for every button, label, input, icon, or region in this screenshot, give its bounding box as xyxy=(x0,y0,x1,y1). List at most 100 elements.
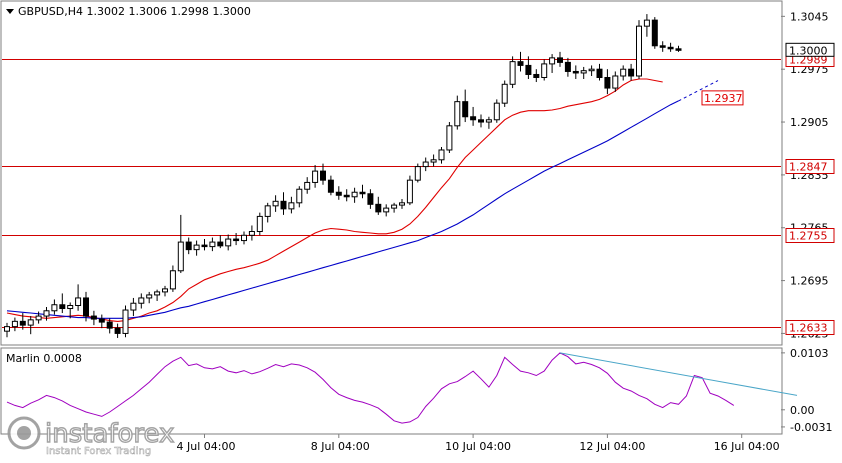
candle-body xyxy=(257,216,262,231)
candle-body xyxy=(589,69,594,71)
time-tick-label: 16 Jul 04:00 xyxy=(714,440,780,453)
candle-body xyxy=(423,162,428,167)
candle-body xyxy=(44,311,49,316)
candle-body xyxy=(52,305,57,311)
candle-body xyxy=(147,295,152,298)
candle-body xyxy=(84,298,89,316)
candle-body xyxy=(115,328,120,333)
candle-body xyxy=(526,65,531,74)
candle-body xyxy=(415,167,420,181)
candle-body xyxy=(621,69,626,76)
level-price-label: 1.2755 xyxy=(789,230,828,243)
candle-body xyxy=(676,49,681,51)
time-tick-label: 4 Jul 04:00 xyxy=(177,440,236,453)
price-tick-label: 1.2905 xyxy=(790,116,829,129)
candle-body xyxy=(305,182,310,189)
candle-body xyxy=(384,208,389,212)
candle-body xyxy=(613,76,618,88)
candle-body xyxy=(60,305,65,309)
candle-body xyxy=(265,206,270,217)
candle-body xyxy=(455,102,460,126)
candle-body xyxy=(336,192,341,195)
candle-body xyxy=(518,62,523,66)
candle-body xyxy=(431,160,436,162)
candle-body xyxy=(234,239,239,241)
candle-body xyxy=(652,20,657,46)
price-tick-label: 1.2695 xyxy=(790,275,829,288)
candle-body xyxy=(249,232,254,236)
indicator-tick-label: -0.0031 xyxy=(790,421,832,434)
level-price-label: 1.2633 xyxy=(789,322,828,335)
candle-body xyxy=(565,62,570,71)
candle-body xyxy=(392,205,397,208)
candle-body xyxy=(360,192,365,194)
candle-body xyxy=(28,320,33,325)
candle-body xyxy=(20,321,25,325)
candle-body xyxy=(328,180,333,192)
candle-body xyxy=(155,292,160,295)
candle-body xyxy=(242,235,247,240)
brand-tagline: Instant Forex Trading xyxy=(46,446,151,457)
time-tick-label: 10 Jul 04:00 xyxy=(445,440,511,453)
candle-body xyxy=(463,102,468,117)
candle-body xyxy=(131,303,136,310)
indicator-tick-label: 0.0103 xyxy=(790,347,829,360)
candle-body xyxy=(558,58,563,63)
indicator-tick-label: 0.00 xyxy=(790,404,815,417)
price-tick-label: 1.3045 xyxy=(790,10,829,23)
candle-body xyxy=(479,120,484,122)
candle-body xyxy=(297,189,302,203)
candle-body xyxy=(352,192,357,197)
time-tick-label: 8 Jul 04:00 xyxy=(311,440,370,453)
symbol-info: GBPUSD,H4 1.3002 1.3006 1.2998 1.3000 xyxy=(18,5,251,18)
candle-body xyxy=(99,319,104,322)
candle-body xyxy=(281,201,286,209)
candle-body xyxy=(76,298,81,306)
time-tick-label: 12 Jul 04:00 xyxy=(579,440,645,453)
candle-body xyxy=(542,64,547,78)
candle-body xyxy=(139,298,144,303)
candle-body xyxy=(313,171,318,182)
candle-body xyxy=(210,242,215,247)
candle-body xyxy=(494,103,499,120)
candle-body xyxy=(629,69,634,76)
candle-body xyxy=(321,171,326,180)
candle-body xyxy=(637,26,642,76)
candle-body xyxy=(573,71,578,73)
candle-body xyxy=(186,242,191,250)
candle-body xyxy=(510,62,515,85)
ma-value-label: 1.2937 xyxy=(704,92,743,105)
candle-body xyxy=(447,126,452,150)
level-price-label: 1.2847 xyxy=(789,161,828,174)
symbol-header: GBPUSD,H4 1.3002 1.3006 1.2998 1.3000 xyxy=(6,5,251,18)
candle-body xyxy=(534,74,539,77)
candle-body xyxy=(163,289,168,292)
candle-body xyxy=(107,322,112,328)
candle-body xyxy=(123,310,128,333)
candle-body xyxy=(644,20,649,26)
candle-body xyxy=(170,271,175,289)
brand-name: instaforex xyxy=(45,419,174,449)
candle-body xyxy=(226,239,231,246)
candle-body xyxy=(12,321,17,326)
candle-body xyxy=(668,47,673,49)
candle-body xyxy=(597,69,602,77)
candle-body xyxy=(660,46,665,48)
candle-body xyxy=(400,203,405,205)
candle-body xyxy=(407,180,412,203)
candle-body xyxy=(202,245,207,247)
candle-body xyxy=(5,327,10,332)
indicator-label: Marlin 0.0008 xyxy=(6,352,82,365)
candle-body xyxy=(581,71,586,73)
candle-body xyxy=(289,203,294,209)
current-price-label: 1.3000 xyxy=(789,44,828,57)
candle-body xyxy=(178,242,183,271)
candle-body xyxy=(550,58,555,64)
candle-body xyxy=(486,120,491,122)
candle-body xyxy=(439,150,444,160)
candle-body xyxy=(68,305,73,308)
candle-body xyxy=(344,195,349,197)
